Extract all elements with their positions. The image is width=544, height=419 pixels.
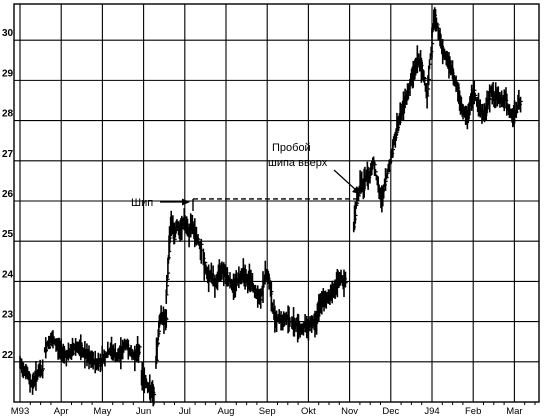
x-axis: M93 Apr May Jun Jul Aug Sep Okt Nov Dec J94 Feb Mar — [11, 402, 536, 417]
y-tick-label: 23 — [2, 310, 14, 321]
y-tick-label: 25 — [2, 229, 14, 240]
x-tick-label: Mar — [506, 406, 522, 417]
price-bar — [399, 102, 403, 126]
y-tick-label: 30 — [2, 28, 14, 39]
price-bar — [519, 96, 523, 113]
x-tick-label: Sep — [259, 406, 276, 417]
spike-label: Шип — [131, 197, 153, 209]
price-bar — [373, 161, 377, 176]
grid — [14, 4, 539, 402]
price-bar — [388, 159, 392, 173]
x-tick-label: Jun — [136, 406, 151, 417]
x-tick-label: May — [93, 406, 111, 417]
price-bar — [427, 65, 431, 86]
x-tick-label: Dec — [382, 406, 399, 417]
price-bar — [153, 386, 157, 405]
price-bar — [396, 112, 400, 137]
y-tick-label: 27 — [2, 149, 14, 160]
x-tick-label: Aug — [218, 406, 235, 417]
price-bar — [436, 23, 440, 29]
x-tick-label: Nov — [341, 406, 358, 417]
y-tick-label: 24 — [2, 269, 14, 280]
y-axis: 22 23 24 25 26 27 28 29 30 — [2, 28, 14, 361]
price-bar — [204, 261, 208, 274]
price-bar — [384, 168, 388, 191]
chart-frame — [13, 3, 540, 403]
x-tick-label: Apr — [54, 406, 69, 417]
annotations: Шип Пробой шипа вверх — [131, 142, 361, 211]
y-tick-label: 29 — [2, 68, 14, 79]
price-bar — [138, 344, 142, 356]
price-bar — [435, 17, 439, 32]
price-bar — [386, 168, 390, 178]
price-bar — [473, 80, 477, 105]
x-tick-label: Jul — [179, 406, 191, 417]
x-tick-label: M93 — [11, 406, 29, 417]
price-bar — [423, 78, 427, 86]
price-bar — [385, 173, 389, 180]
price-bar — [197, 234, 201, 245]
price-bars — [19, 7, 523, 407]
price-bar — [41, 359, 45, 379]
price-bar — [355, 202, 359, 209]
breakout-label-line2: шипа вверх — [268, 157, 328, 169]
x-tick-label: J94 — [424, 406, 439, 417]
price-bar — [423, 70, 427, 83]
y-tick-label: 28 — [2, 109, 14, 120]
y-tick-label: 26 — [2, 189, 14, 200]
breakout-arrowhead — [352, 186, 361, 195]
spike-arrowhead — [182, 198, 190, 206]
price-bar — [428, 59, 432, 70]
price-bar — [165, 309, 169, 328]
price-bar — [374, 169, 378, 176]
price-bar — [437, 26, 441, 40]
price-bar — [354, 201, 358, 224]
price-bar — [427, 75, 431, 97]
price-bar — [429, 53, 433, 60]
price-bar — [200, 238, 204, 264]
y-tick-label: 22 — [2, 350, 14, 361]
x-tick-label: Okt — [301, 406, 316, 417]
breakout-pointer-arrow — [333, 169, 357, 191]
breakout-label-line1: Пробой — [272, 142, 311, 154]
price-bar — [344, 271, 348, 288]
price-bar — [474, 92, 478, 101]
x-tick-label: Feb — [465, 406, 481, 417]
